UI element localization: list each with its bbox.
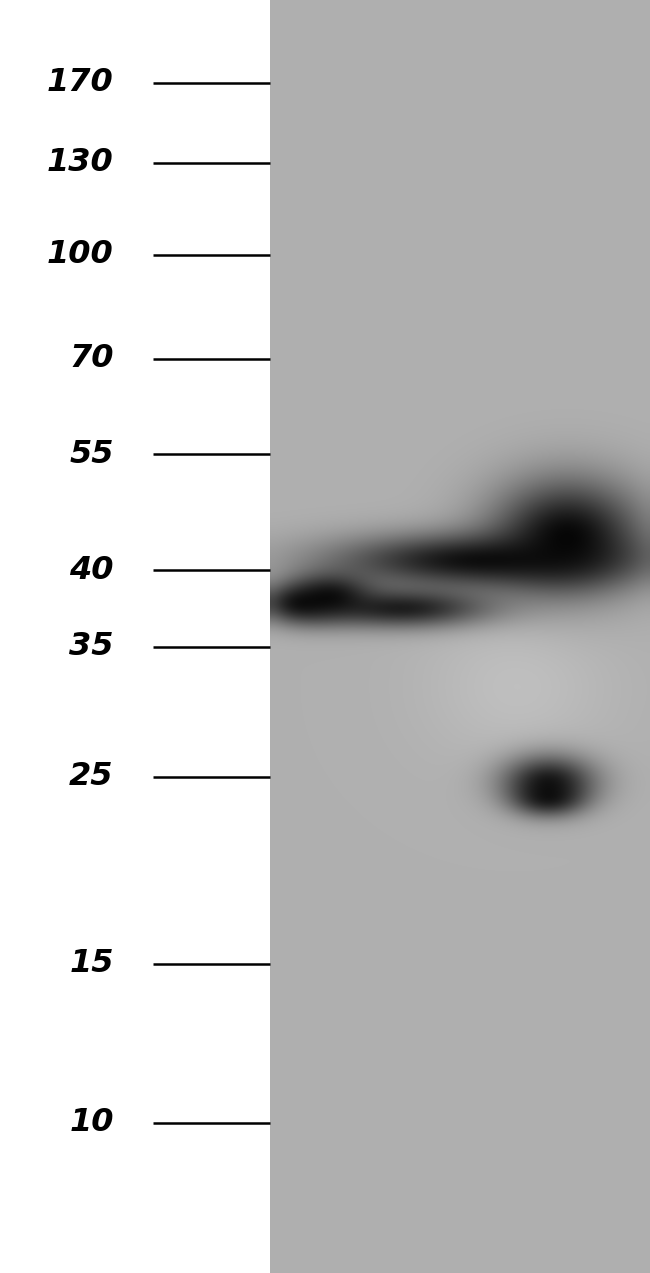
- Text: 55: 55: [70, 439, 114, 470]
- Text: 100: 100: [47, 239, 114, 270]
- Text: 170: 170: [47, 67, 114, 98]
- Text: 35: 35: [70, 631, 114, 662]
- Text: 25: 25: [70, 761, 114, 792]
- Text: 40: 40: [70, 555, 114, 586]
- Text: 10: 10: [70, 1108, 114, 1138]
- Text: 130: 130: [47, 148, 114, 178]
- Text: 70: 70: [70, 344, 114, 374]
- Text: 15: 15: [70, 948, 114, 979]
